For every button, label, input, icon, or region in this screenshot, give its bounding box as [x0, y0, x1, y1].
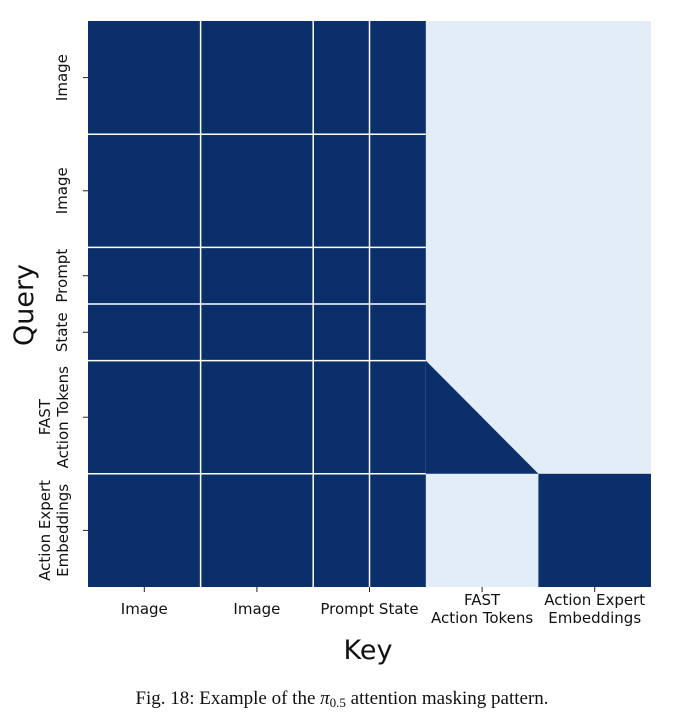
mask-cell-attend: [88, 473, 201, 587]
mask-cell-attend: [369, 304, 426, 361]
y-tick-label: Image: [53, 167, 71, 214]
mask-cell-attend: [313, 21, 370, 135]
mask-cell-attend: [88, 134, 201, 248]
mask-cell-attend: [200, 134, 314, 248]
mask-cell-attend: [200, 247, 314, 304]
caption-suffix: attention masking pattern.: [345, 688, 549, 709]
y-tick-label: Action ExpertEmbeddings: [36, 480, 72, 581]
y-tick-label: Prompt: [53, 249, 71, 303]
x-tick-label: Image: [121, 600, 168, 618]
mask-cell-attend: [313, 360, 370, 474]
y-tick-label: State: [53, 312, 71, 352]
heatmap-gridlines: [88, 21, 426, 587]
x-axis-title: Key: [344, 635, 393, 666]
mask-cell-attend: [200, 473, 314, 587]
x-tick-label: Image: [233, 600, 280, 618]
x-tick-label: Prompt State: [320, 600, 418, 618]
caption-prefix: Fig. 18: Example of the: [135, 688, 321, 709]
mask-cell-attend: [88, 21, 201, 135]
mask-cell-attend: [200, 21, 314, 135]
mask-cell-attend: [88, 304, 201, 361]
mask-cell-attend: [200, 304, 314, 361]
figure-caption: Fig. 18: Example of the π0.5 attention m…: [0, 688, 684, 711]
mask-cell-attend: [369, 134, 426, 248]
mask-cell-attend: [369, 360, 426, 474]
x-tick-label: Action Expert Embeddings: [544, 591, 645, 627]
mask-cell-attend: [313, 473, 370, 587]
mask-cell-causal: [425, 360, 539, 474]
mask-cell-attend: [88, 247, 201, 304]
x-tick-label: FAST Action Tokens: [431, 591, 533, 627]
x-axis-ticks: Image Image Prompt State FAST Action Tokens A…: [121, 587, 645, 627]
mask-cell-attend: [369, 247, 426, 304]
mask-cell-attend: [369, 473, 426, 587]
y-axis-ticks: Image Image Prompt State FASTAction Tokens Ac…: [36, 54, 88, 581]
y-tick-label: FASTAction Tokens: [36, 366, 72, 468]
mask-cell-attend: [538, 473, 651, 587]
mask-cell-attend: [88, 360, 201, 474]
mask-cell-attend: [313, 304, 370, 361]
y-axis-title: Query: [9, 264, 40, 346]
caption-symbol: π: [320, 688, 330, 709]
mask-cell-attend: [369, 21, 426, 135]
mask-cell-attend: [200, 360, 314, 474]
attention-mask-heatmap: Image Image Prompt State FAST Action Tokens A…: [9, 21, 651, 666]
caption-subscript: 0.5: [329, 695, 346, 710]
mask-cell-attend: [313, 247, 370, 304]
y-tick-label: Image: [53, 54, 71, 101]
mask-cell-attend: [313, 134, 370, 248]
